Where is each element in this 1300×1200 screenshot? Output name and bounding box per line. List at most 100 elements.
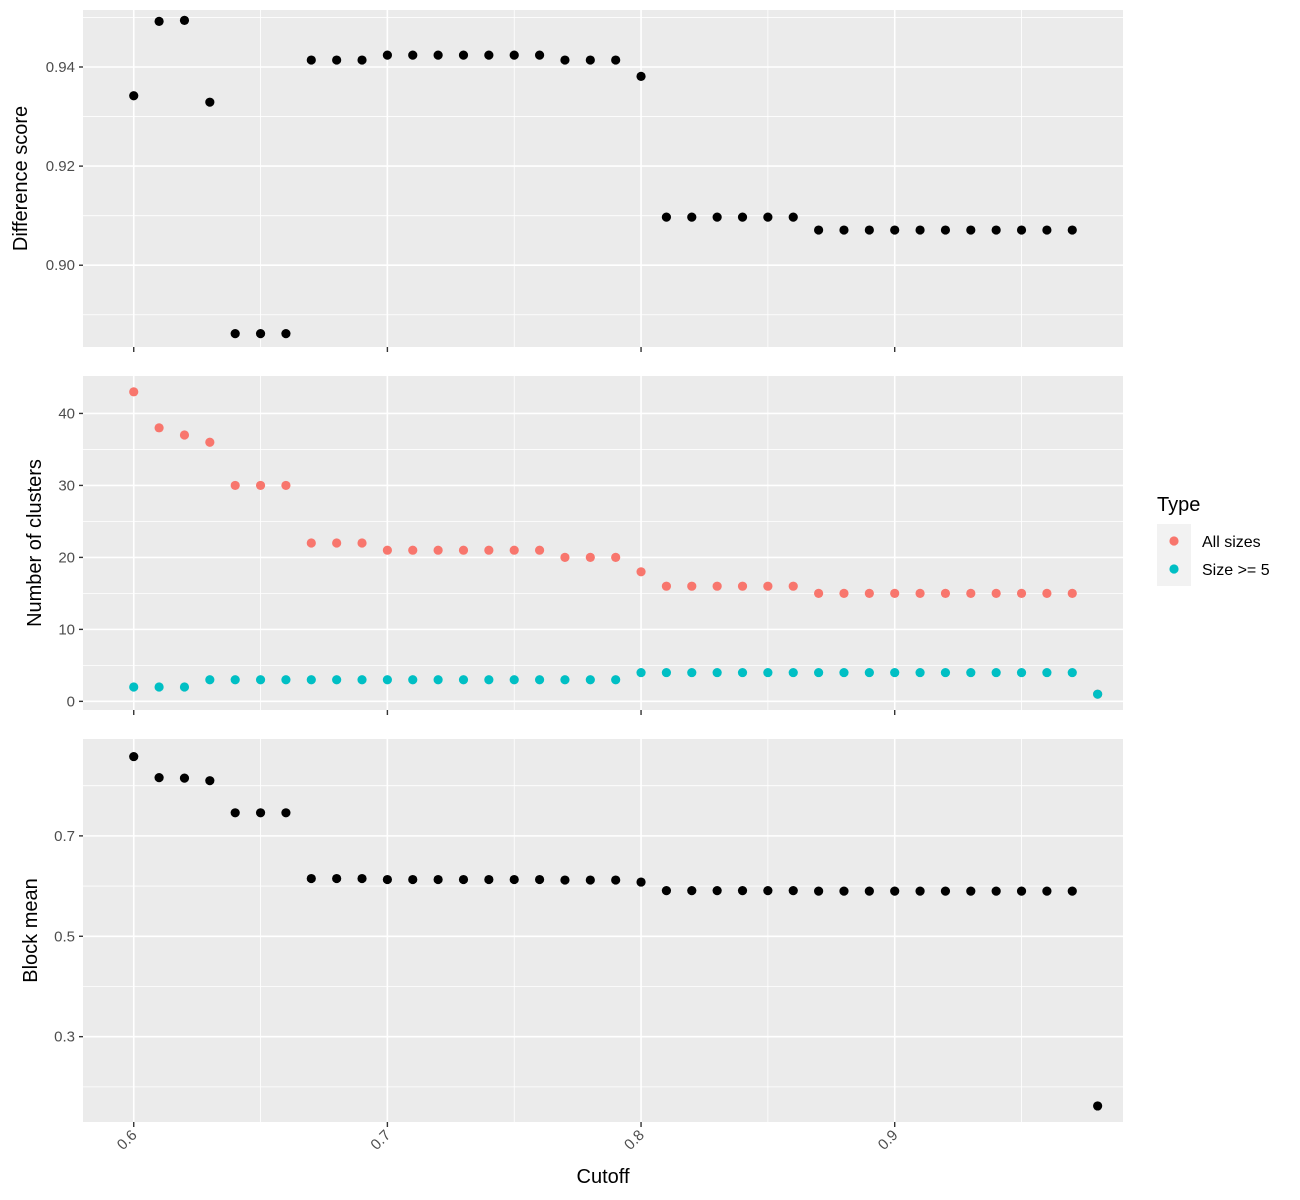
data-point — [890, 588, 900, 598]
data-point — [839, 225, 849, 235]
data-point — [382, 874, 392, 885]
data-point — [179, 682, 190, 692]
data-point — [154, 682, 164, 692]
legend: Type All sizes Size >= 5 — [1157, 494, 1270, 586]
data-point — [357, 55, 367, 65]
legend-label: Size >= 5 — [1202, 562, 1270, 579]
legend-marker — [1169, 536, 1179, 546]
data-point — [737, 581, 748, 591]
data-point — [458, 50, 469, 60]
data-point — [332, 55, 342, 65]
data-point — [281, 675, 291, 685]
data-point — [433, 874, 443, 885]
data-point — [129, 91, 139, 101]
data-point — [890, 225, 900, 235]
data-point — [179, 773, 190, 783]
data-point — [814, 886, 824, 896]
data-point — [458, 874, 469, 885]
data-point — [179, 430, 190, 440]
data-point — [1042, 588, 1052, 598]
data-point — [788, 667, 798, 678]
data-point — [966, 225, 976, 235]
data-point — [737, 212, 748, 222]
data-point — [230, 480, 240, 491]
data-point — [915, 667, 925, 678]
data-point — [230, 675, 240, 685]
data-point — [560, 875, 570, 885]
y-tick-label: 0.5 — [54, 928, 75, 945]
data-point — [255, 808, 266, 818]
data-point — [915, 225, 925, 235]
data-point — [687, 581, 697, 591]
data-point — [1067, 886, 1077, 896]
data-point — [154, 16, 164, 26]
y-tick-label: 0.92 — [46, 158, 75, 175]
data-point — [661, 581, 672, 591]
data-point — [1016, 886, 1027, 896]
data-point — [1067, 225, 1077, 235]
data-point — [864, 225, 874, 235]
data-point — [864, 667, 874, 678]
panel-background — [83, 739, 1123, 1122]
data-point — [332, 538, 342, 548]
data-point — [611, 55, 621, 65]
y-tick-label: 0.94 — [46, 59, 75, 76]
panels-layer: 0.90 0.92 0.94 Difference score 0 10 20 30 40 Num… — [10, 10, 1123, 1154]
data-point — [611, 875, 621, 885]
data-point — [712, 667, 722, 678]
data-point — [408, 545, 418, 555]
y-axis-title: Difference score — [10, 106, 32, 251]
data-point — [458, 675, 469, 685]
data-point — [332, 675, 342, 685]
data-point — [991, 886, 1001, 896]
x-tick-label: 0.8 — [621, 1127, 648, 1154]
panel-blockmean: 0.3 0.5 0.7 0.6 0.7 0.8 0.9 Block mean — [20, 739, 1123, 1154]
data-point — [636, 667, 646, 678]
data-point — [332, 873, 342, 884]
data-point — [154, 423, 164, 433]
data-point — [915, 886, 925, 896]
data-point — [966, 667, 976, 678]
data-point — [433, 50, 443, 60]
data-point — [991, 588, 1001, 598]
data-point — [585, 552, 595, 562]
data-point — [1067, 588, 1077, 598]
data-point — [890, 667, 900, 678]
data-point — [1093, 689, 1103, 699]
data-point — [255, 675, 266, 685]
data-point — [661, 667, 672, 678]
series-all-sizes — [129, 387, 1103, 699]
data-point — [839, 886, 849, 896]
data-point — [205, 675, 215, 685]
data-point — [306, 538, 316, 548]
data-point — [763, 885, 773, 896]
data-point — [433, 545, 443, 555]
data-point — [763, 667, 773, 678]
data-point — [255, 329, 266, 339]
data-point — [382, 545, 392, 555]
y-axis-title: Block mean — [20, 878, 42, 983]
data-point — [281, 329, 291, 339]
data-point — [534, 50, 545, 60]
y-axis-title: Number of clusters — [24, 459, 46, 627]
data-point — [737, 885, 748, 896]
legend-title: Type — [1157, 494, 1200, 516]
data-point — [687, 212, 697, 222]
panel-clusters: 0 10 20 30 40 Number of clusters — [24, 376, 1123, 715]
data-point — [788, 885, 798, 896]
data-point — [636, 877, 646, 887]
y-tick-label: 0 — [67, 693, 75, 710]
legend-label: All sizes — [1202, 534, 1261, 551]
data-point — [585, 675, 595, 685]
data-point — [661, 212, 672, 222]
data-point — [408, 50, 418, 60]
data-point — [306, 675, 316, 685]
data-point — [433, 675, 443, 685]
data-point — [940, 667, 951, 678]
data-point — [890, 886, 900, 896]
data-point — [814, 225, 824, 235]
data-point — [636, 567, 646, 577]
data-point — [940, 588, 951, 598]
data-point — [585, 55, 595, 65]
y-tick-label: 0.90 — [46, 257, 75, 274]
